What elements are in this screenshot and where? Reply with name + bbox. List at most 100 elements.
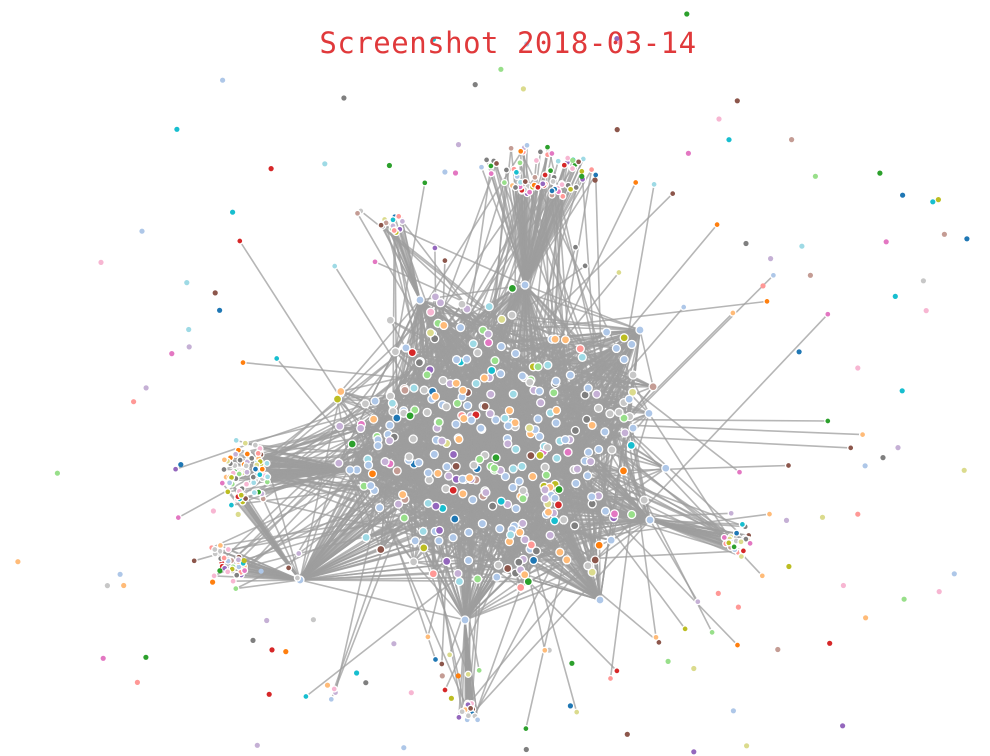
graph-node[interactable] <box>235 511 241 517</box>
graph-node[interactable] <box>423 468 433 478</box>
graph-node[interactable] <box>455 713 463 722</box>
graph-node[interactable] <box>487 162 495 170</box>
graph-node[interactable] <box>442 462 452 472</box>
graph-node[interactable] <box>421 179 429 187</box>
graph-node[interactable] <box>224 568 232 576</box>
graph-node[interactable] <box>322 161 328 167</box>
graph-node[interactable] <box>531 546 542 556</box>
graph-node[interactable] <box>611 343 622 354</box>
graph-node[interactable] <box>361 532 371 543</box>
graph-node[interactable] <box>592 389 602 399</box>
graph-node[interactable] <box>496 496 506 506</box>
graph-node[interactable] <box>594 540 604 550</box>
graph-node[interactable] <box>548 187 556 195</box>
graph-node[interactable] <box>708 628 716 637</box>
graph-node[interactable] <box>385 420 395 430</box>
graph-node[interactable] <box>541 646 549 654</box>
graph-node[interactable] <box>220 456 229 464</box>
graph-node[interactable] <box>251 441 259 449</box>
graph-node[interactable] <box>15 559 21 565</box>
graph-node[interactable] <box>526 540 537 550</box>
graph-node[interactable] <box>186 344 192 350</box>
graph-node[interactable] <box>489 463 500 473</box>
graph-node[interactable] <box>508 464 518 474</box>
graph-node[interactable] <box>758 572 766 580</box>
graph-node[interactable] <box>367 469 378 479</box>
graph-node[interactable] <box>497 314 507 325</box>
graph-node[interactable] <box>404 452 414 462</box>
graph-node[interactable] <box>540 462 550 472</box>
graph-node[interactable] <box>549 516 560 526</box>
graph-node[interactable] <box>936 589 942 595</box>
graph-node[interactable] <box>503 421 513 431</box>
graph-node[interactable] <box>735 468 744 476</box>
graph-node[interactable] <box>418 526 428 537</box>
graph-node[interactable] <box>433 468 443 479</box>
graph-node[interactable] <box>477 518 488 529</box>
graph-node[interactable] <box>639 495 649 505</box>
graph-node[interactable] <box>483 337 494 348</box>
graph-node[interactable] <box>732 529 741 537</box>
graph-node[interactable] <box>464 473 475 483</box>
graph-node[interactable] <box>266 691 272 697</box>
graph-node[interactable] <box>620 428 630 438</box>
graph-node[interactable] <box>713 220 721 229</box>
graph-node[interactable] <box>534 431 545 442</box>
graph-node[interactable] <box>495 524 505 534</box>
graph-node[interactable] <box>466 704 475 713</box>
graph-node[interactable] <box>901 596 907 602</box>
graph-node[interactable] <box>258 568 264 574</box>
graph-node[interactable] <box>268 166 274 172</box>
graph-node[interactable] <box>877 170 883 176</box>
graph-node[interactable] <box>502 166 511 174</box>
graph-node[interactable] <box>585 456 596 467</box>
graph-node[interactable] <box>532 156 541 165</box>
graph-node[interactable] <box>528 555 539 566</box>
graph-node[interactable] <box>434 536 444 546</box>
graph-node[interactable] <box>555 547 565 557</box>
graph-node[interactable] <box>410 536 420 546</box>
graph-node[interactable] <box>572 464 582 474</box>
graph-node[interactable] <box>500 471 511 482</box>
graph-node[interactable] <box>600 506 611 516</box>
graph-node[interactable] <box>565 370 576 380</box>
graph-node[interactable] <box>618 466 629 476</box>
graph-node[interactable] <box>423 498 433 508</box>
graph-node[interactable] <box>241 439 249 447</box>
graph-node[interactable] <box>460 615 470 625</box>
graph-node[interactable] <box>568 164 577 173</box>
graph-node[interactable] <box>395 212 403 221</box>
graph-node[interactable] <box>535 450 545 461</box>
graph-node[interactable] <box>401 745 407 751</box>
graph-node[interactable] <box>522 724 530 733</box>
graph-node[interactable] <box>438 660 446 668</box>
graph-node[interactable] <box>510 348 521 359</box>
graph-node[interactable] <box>536 398 546 408</box>
graph-node[interactable] <box>720 533 728 542</box>
graph-node[interactable] <box>824 310 832 318</box>
graph-node[interactable] <box>521 177 529 186</box>
graph-node[interactable] <box>385 315 395 325</box>
graph-node[interactable] <box>560 161 568 169</box>
graph-node[interactable] <box>390 226 398 235</box>
graph-node[interactable] <box>613 667 621 675</box>
graph-node[interactable] <box>583 447 594 457</box>
graph-node[interactable] <box>769 271 778 279</box>
graph-node[interactable] <box>559 515 569 525</box>
graph-node[interactable] <box>606 535 616 545</box>
graph-node[interactable] <box>883 239 889 245</box>
graph-node[interactable] <box>587 165 596 174</box>
graph-node[interactable] <box>212 290 218 296</box>
graph-node[interactable] <box>543 143 552 151</box>
graph-node[interactable] <box>431 655 440 664</box>
graph-node[interactable] <box>594 444 604 455</box>
graph-node[interactable] <box>324 682 331 688</box>
graph-node[interactable] <box>964 236 970 242</box>
graph-node[interactable] <box>373 440 383 451</box>
graph-node[interactable] <box>98 259 104 265</box>
graph-node[interactable] <box>812 173 819 179</box>
graph-node[interactable] <box>392 466 402 476</box>
graph-node[interactable] <box>376 544 386 555</box>
graph-node[interactable] <box>524 423 535 433</box>
graph-node[interactable] <box>466 415 477 425</box>
